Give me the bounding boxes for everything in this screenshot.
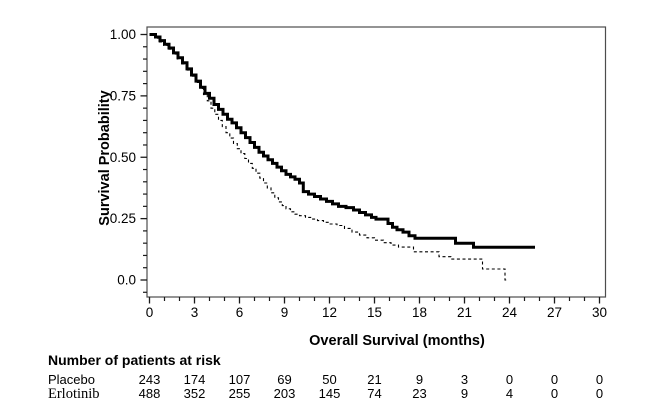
x-tick-label: 18 bbox=[412, 305, 427, 320]
x-tick-label: 12 bbox=[322, 305, 337, 320]
x-tick-label: 21 bbox=[457, 305, 472, 320]
x-tick-label: 30 bbox=[592, 305, 607, 320]
y-axis-major-ticks bbox=[140, 33, 147, 281]
x-tick-label: 9 bbox=[281, 305, 289, 320]
y-tick-label: 1.00 bbox=[110, 27, 136, 42]
x-axis-title: Overall Survival (months) bbox=[309, 333, 485, 349]
y-tick-label: 0.50 bbox=[110, 150, 136, 165]
y-axis-minor-ticks bbox=[143, 46, 147, 293]
y-tick-label: 0.25 bbox=[110, 211, 136, 226]
y-tick-label: 0.75 bbox=[110, 88, 136, 103]
x-axis-major-ticks bbox=[148, 297, 601, 304]
x-tick-label: 27 bbox=[547, 305, 562, 320]
x-axis: 0 3 6 9 12 15 18 21 24 27 30 bbox=[146, 297, 607, 320]
y-axis-tick-labels: 1.00 0.75 0.50 0.25 0.0 bbox=[110, 27, 136, 288]
x-axis-minor-ticks bbox=[163, 297, 586, 301]
plot-frame bbox=[146, 26, 607, 298]
y-tick-label: 0.0 bbox=[117, 273, 136, 288]
y-axis-title: Survival Probability bbox=[97, 90, 113, 225]
erlotinib-survival-curve bbox=[149, 33, 535, 249]
x-tick-label: 6 bbox=[236, 305, 244, 320]
x-tick-label: 24 bbox=[502, 305, 518, 320]
placebo-survival-curve bbox=[149, 33, 508, 281]
x-tick-label: 15 bbox=[367, 305, 382, 320]
y-axis: 1.00 0.75 0.50 0.25 0.0 bbox=[110, 27, 147, 293]
x-tick-label: 0 bbox=[146, 305, 154, 320]
x-axis-tick-labels: 0 3 6 9 12 15 18 21 24 27 30 bbox=[146, 305, 607, 320]
x-tick-label: 3 bbox=[191, 305, 199, 320]
